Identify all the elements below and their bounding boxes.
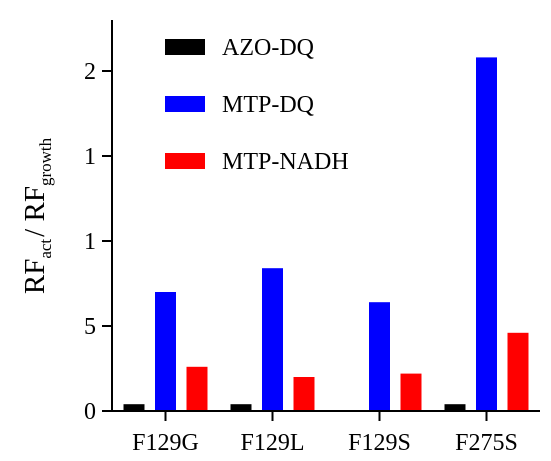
bar-mtp-nadh-f129g [186, 366, 208, 411]
legend-swatch-azo-dq [165, 39, 205, 55]
legend: AZO-DQ MTP-DQ MTP-NADH [165, 35, 349, 175]
legend-label-mtp-nadh: MTP-NADH [222, 149, 349, 175]
legend-swatch-mtp-dq [165, 96, 205, 112]
bars-group [123, 57, 529, 412]
bar-mtp-dq-f275s [476, 57, 497, 412]
x-tick-label: F129L [240, 430, 304, 456]
y-ticks-group: 0 5 1 1 2 [84, 59, 112, 425]
y-axis-title-base2: RF [19, 186, 51, 221]
bar-mtp-dq-f129g [155, 292, 176, 411]
bar-mtp-nadh-f275s [507, 332, 529, 411]
bar-mtp-dq-f129s [369, 302, 390, 411]
x-ticks-group: F129G F129L F129S F275S [132, 411, 518, 456]
x-tick-label: F129S [348, 430, 411, 456]
legend-swatch-mtp-nadh [165, 153, 205, 169]
bar-azo-dq-f129g [123, 404, 145, 411]
bar-mtp-nadh-f129s [400, 373, 422, 411]
legend-label-azo-dq: AZO-DQ [222, 35, 314, 61]
y-axis-title-sub2: growth [36, 137, 55, 186]
bar-mtp-nadh-f129l [293, 377, 315, 411]
y-tick-label: 2 [84, 59, 96, 85]
y-axis-title-sub1: act [36, 239, 55, 259]
bar-azo-dq-f129l [230, 404, 252, 411]
bar-azo-dq-f275s [444, 404, 466, 411]
y-tick-label: 5 [84, 314, 96, 340]
y-axis-title-separator: / [19, 222, 51, 237]
y-tick-label: 1 [84, 229, 96, 255]
x-tick-label: F275S [455, 430, 518, 456]
y-axis-title: RFact/ RFgrowth [19, 137, 55, 294]
y-tick-label: 1 [84, 144, 96, 170]
y-tick-label: 0 [84, 399, 96, 425]
y-axis-title-base1: RF [19, 259, 51, 294]
axes-group [111, 20, 540, 412]
x-tick-label: F129G [132, 430, 199, 456]
bar-mtp-dq-f129l [262, 268, 283, 411]
legend-label-mtp-dq: MTP-DQ [222, 92, 314, 118]
